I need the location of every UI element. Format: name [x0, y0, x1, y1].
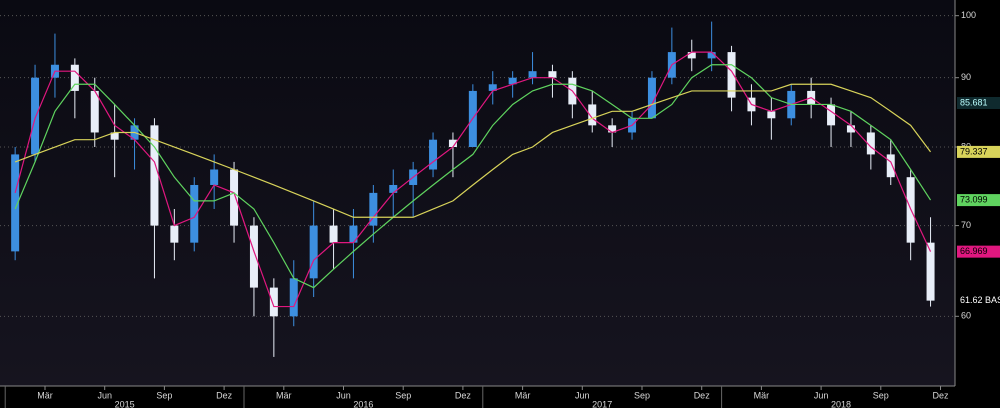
price-label-text: 61.62 BAS	[960, 295, 1000, 305]
candle-body	[90, 90, 99, 133]
x-tick-label: Mär	[754, 390, 770, 400]
year-label: 2017	[592, 399, 612, 408]
candle-body	[926, 242, 935, 301]
year-label: 2016	[353, 399, 373, 408]
x-tick-label: Sep	[395, 390, 411, 400]
candle-body	[647, 77, 656, 119]
year-label: 2015	[115, 399, 135, 408]
x-tick-label: Mär	[276, 390, 292, 400]
annotation-label-bg	[957, 97, 1000, 109]
x-tick-label: Mär	[515, 390, 531, 400]
candle-body	[528, 71, 537, 78]
series-last-label-text: 79.337	[960, 146, 988, 156]
candle-body	[608, 125, 617, 133]
candle-body	[150, 125, 159, 226]
y-tick-label: 100	[961, 10, 976, 20]
candle-body	[31, 77, 40, 155]
annotation-label-text: 85.681	[960, 97, 988, 107]
candle-body	[289, 278, 298, 317]
price-label-bg	[957, 294, 1000, 307]
series-last-label-text: 66.969	[960, 246, 988, 256]
candle-body	[349, 225, 358, 243]
candle-body	[110, 132, 119, 140]
candle-body	[70, 64, 79, 91]
candle-body	[369, 192, 378, 226]
candle-body	[886, 154, 895, 178]
moving-average	[14, 51, 932, 308]
x-tick-label: Dez	[455, 390, 472, 400]
series-last-label-bg	[957, 194, 1000, 207]
candle-body	[588, 104, 597, 126]
candle-body	[548, 71, 557, 78]
x-tick-label: Dez	[216, 390, 233, 400]
candle-body	[11, 154, 20, 252]
candle-body	[767, 111, 776, 119]
candle-body	[846, 125, 855, 133]
series-last-label: 73.099	[957, 194, 1000, 207]
x-tick-label: Sep	[634, 390, 650, 400]
x-tick-label: Jun	[814, 390, 829, 400]
candle-body	[488, 84, 497, 91]
candle-body	[727, 52, 736, 98]
y-tick-label: 70	[961, 220, 971, 230]
candle-body	[866, 132, 875, 155]
candle-body	[249, 225, 258, 288]
x-tick-label: Sep	[873, 390, 889, 400]
candle-body	[210, 169, 219, 185]
year-label: 2018	[831, 399, 851, 408]
x-tick-label: Mär	[37, 390, 53, 400]
candle-body	[269, 287, 278, 317]
x-tick-label: Dez	[932, 390, 949, 400]
plot-area	[0, 0, 955, 386]
candle-body	[448, 139, 457, 148]
y-tick-label: 90	[961, 72, 971, 82]
price-label: 61.62 BAS	[957, 294, 1000, 307]
x-tick-label: Jun	[97, 390, 112, 400]
x-tick-label: Sep	[156, 390, 172, 400]
candle-body	[389, 184, 398, 193]
x-tick-label: Dez	[694, 390, 711, 400]
candle-body	[309, 225, 318, 279]
moving-average	[14, 64, 932, 289]
candle-body	[827, 104, 836, 126]
candle-body	[508, 77, 517, 85]
candle-body	[329, 225, 338, 243]
series-last-label: 66.969	[957, 245, 1000, 258]
moving-average	[14, 83, 932, 218]
candle-body	[429, 139, 438, 170]
series-last-label-bg	[957, 245, 1000, 258]
series-last-label: 79.337	[957, 145, 1000, 158]
annotation-label: 85.681	[957, 97, 1000, 109]
candle-body	[190, 184, 199, 243]
candle-body	[707, 52, 716, 59]
candle-body	[170, 225, 179, 243]
y-tick-label: 60	[961, 311, 971, 321]
x-tick-label: Jun	[336, 390, 351, 400]
candle-body	[687, 52, 696, 59]
series-last-label-text: 73.099	[960, 194, 988, 204]
candle-body	[230, 169, 239, 226]
series-last-label-bg	[957, 145, 1000, 158]
x-tick-label: Jun	[575, 390, 590, 400]
